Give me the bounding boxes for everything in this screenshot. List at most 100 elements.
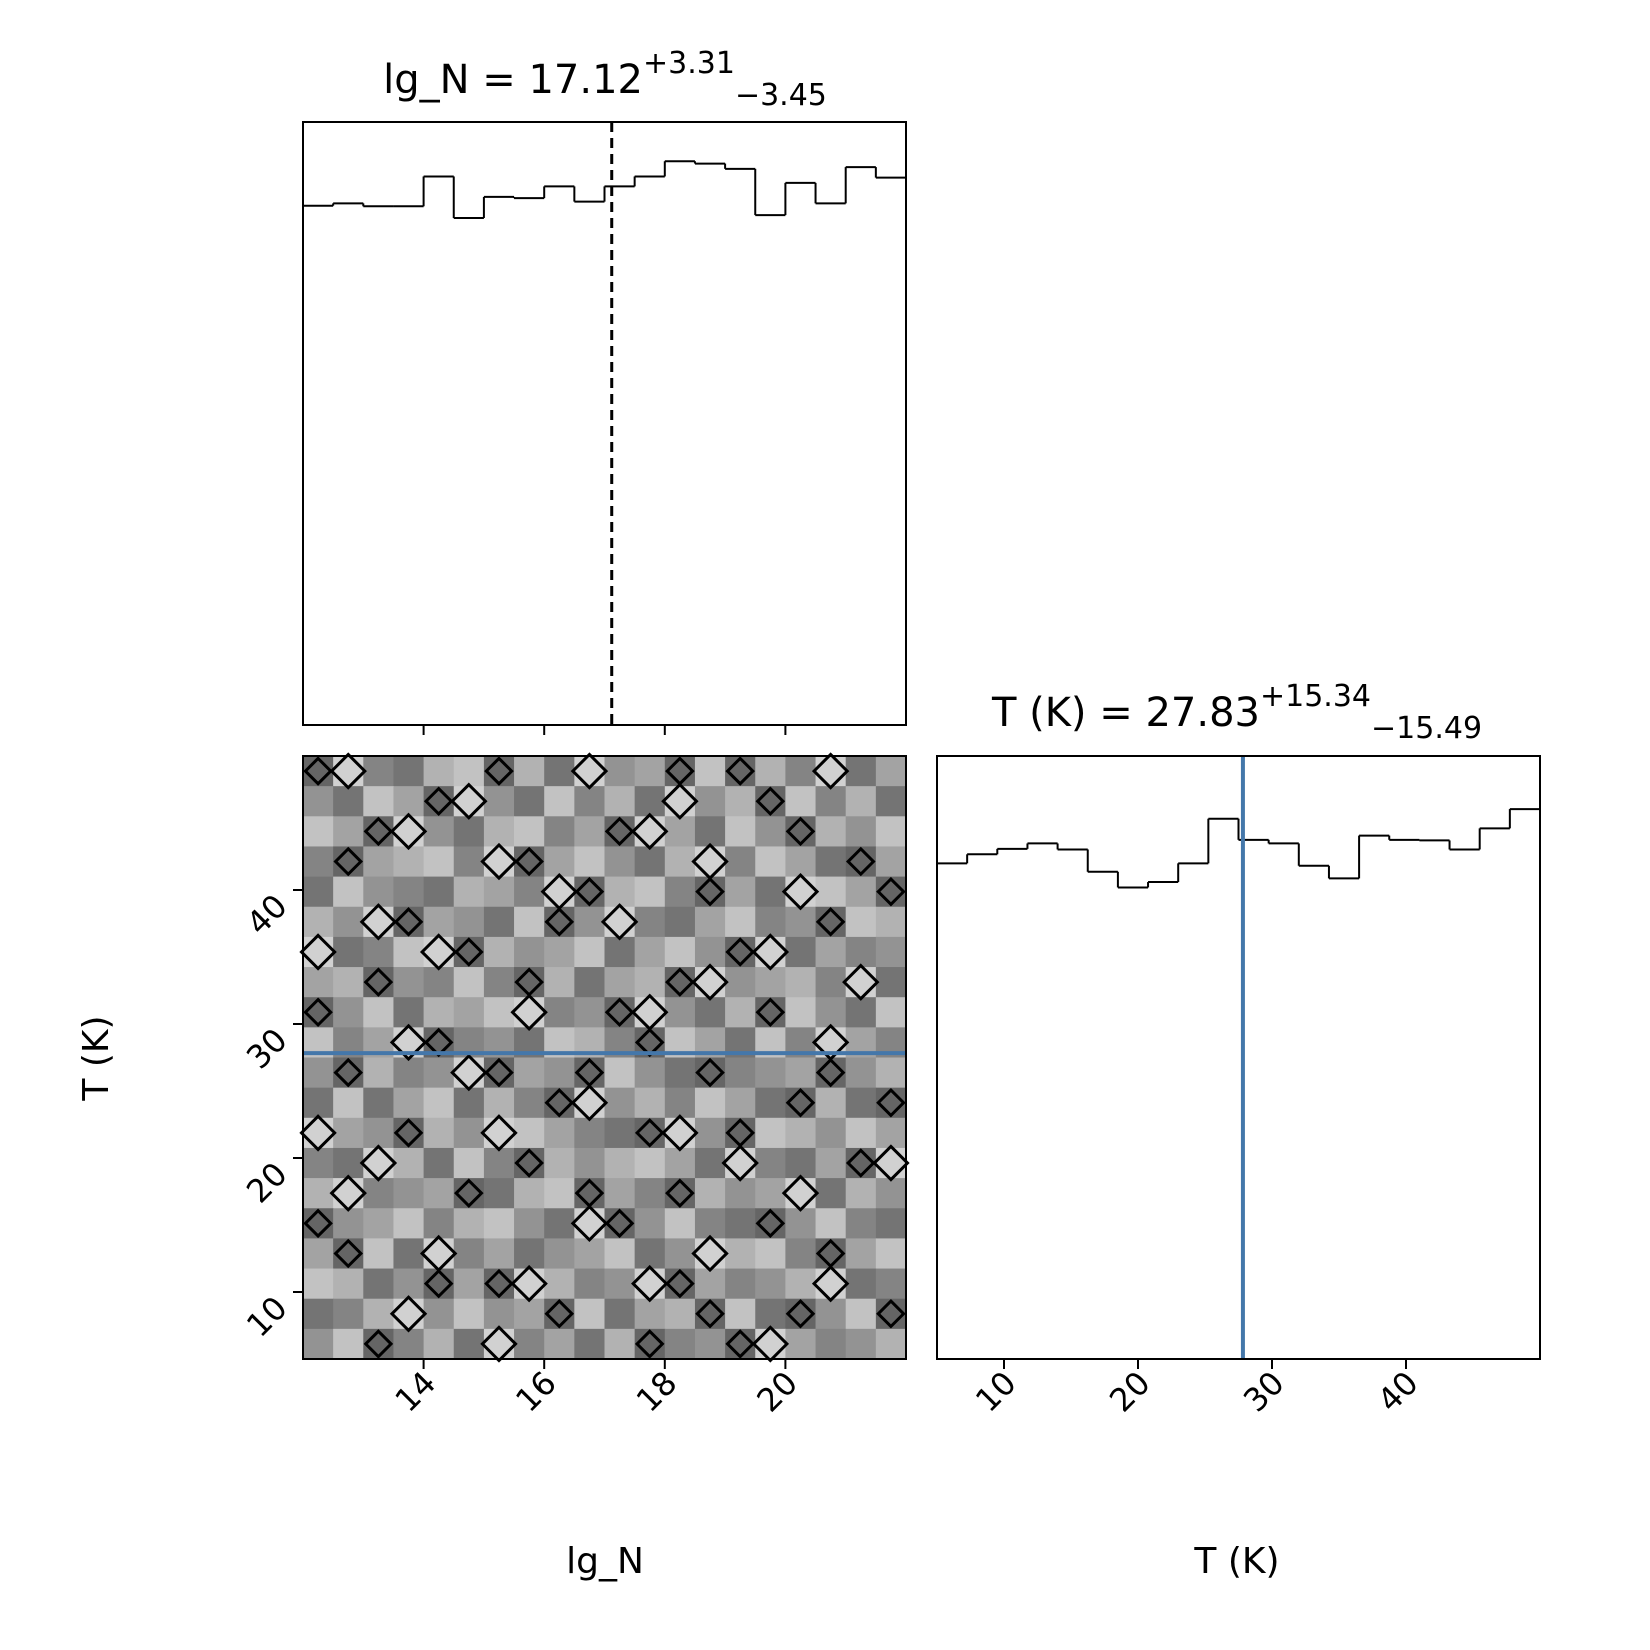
density-cell <box>333 1117 364 1149</box>
density-cell <box>544 1178 575 1209</box>
density-contour <box>570 1204 609 1243</box>
T-title-main: T (K) = 27.83 <box>991 690 1260 736</box>
density-cell <box>303 936 334 968</box>
joint-density-plot: 14 16 18 20 10 20 30 40 <box>239 752 910 1419</box>
density-contour <box>574 876 605 907</box>
density-cell <box>514 1268 545 1300</box>
density-cell <box>423 816 455 847</box>
density-cell <box>785 1208 817 1239</box>
density-cell <box>634 1208 666 1239</box>
density-cell <box>544 967 575 998</box>
density-cell <box>845 1238 877 1270</box>
density-cell <box>544 846 575 878</box>
density-cell <box>393 1087 425 1119</box>
density-cell <box>845 786 877 817</box>
density-cell <box>333 1087 364 1119</box>
density-contour <box>450 1053 488 1092</box>
density-cell <box>875 1178 907 1209</box>
density-cell <box>363 1298 394 1330</box>
density-cell <box>694 1238 726 1270</box>
density-cell <box>514 997 545 1028</box>
density-contour <box>363 967 394 997</box>
density-cell <box>423 1087 455 1119</box>
density-cell <box>514 756 545 787</box>
density-cell <box>483 936 515 968</box>
density-cell <box>664 876 696 908</box>
joint-ytick-label-2: 30 <box>239 1021 295 1077</box>
density-cell <box>453 756 485 787</box>
density-contour <box>695 876 725 907</box>
y-axis-label-T: T (K) <box>76 1015 117 1101</box>
density-cell <box>694 846 726 878</box>
density-contour <box>604 816 635 847</box>
density-contour <box>811 1264 850 1303</box>
density-cell <box>755 1087 786 1119</box>
density-contour <box>423 1027 454 1058</box>
density-cell <box>393 936 425 968</box>
density-cell <box>393 756 425 787</box>
density-contour <box>303 1208 333 1239</box>
density-contour <box>514 1148 544 1178</box>
density-cell <box>875 1268 907 1300</box>
density-cell <box>815 846 847 878</box>
density-cell <box>544 936 575 968</box>
density-cell <box>604 1268 636 1300</box>
density-cell <box>483 997 515 1028</box>
density-cell <box>363 1268 394 1300</box>
density-contour <box>454 1178 484 1208</box>
density-cell <box>875 1328 907 1360</box>
density-cell <box>303 1178 334 1209</box>
density-cell <box>755 816 786 847</box>
density-cell <box>845 1057 877 1089</box>
density-cell <box>303 1087 334 1119</box>
density-cell <box>514 1238 545 1270</box>
density-cell <box>303 906 334 938</box>
density-contour <box>785 1298 816 1329</box>
density-contour <box>363 816 394 847</box>
density-contour <box>514 846 544 877</box>
density-cell <box>483 1328 515 1360</box>
density-contour <box>423 786 454 817</box>
density-cell <box>333 1298 364 1330</box>
density-cell <box>483 786 515 817</box>
density-contour <box>423 1268 454 1299</box>
density-cell <box>423 756 455 787</box>
density-cell <box>845 1208 877 1239</box>
density-cell <box>664 1087 696 1119</box>
joint-ytick-label-3: 40 <box>239 887 295 943</box>
density-cell <box>604 756 636 787</box>
density-cell <box>574 967 605 998</box>
density-cell <box>333 1147 364 1179</box>
density-contour <box>661 1114 699 1152</box>
lgN-title-main: lg_N = 17.12 <box>383 57 643 103</box>
density-cells <box>303 756 907 1360</box>
density-cell <box>725 876 756 908</box>
density-cell <box>815 816 847 847</box>
density-cell <box>333 1268 364 1300</box>
density-cell <box>725 1238 756 1270</box>
density-cell <box>574 1268 605 1300</box>
density-cell <box>604 1057 636 1089</box>
density-cell <box>634 997 666 1028</box>
density-cell <box>574 1087 605 1119</box>
T-histogram-frame <box>936 755 1541 1360</box>
density-cell <box>574 997 605 1028</box>
density-cell <box>453 1238 485 1270</box>
density-cell <box>815 967 847 998</box>
density-cell <box>544 756 575 787</box>
density-cell <box>634 1147 666 1179</box>
density-cell <box>785 1238 817 1270</box>
density-cell <box>363 906 394 938</box>
density-cell <box>514 1298 545 1330</box>
density-cell <box>845 1117 877 1149</box>
density-contour <box>299 933 337 971</box>
density-cell <box>694 816 726 847</box>
density-contour <box>695 1298 725 1329</box>
density-cell <box>755 1268 786 1300</box>
density-cell <box>725 1087 756 1119</box>
density-cell <box>815 1328 847 1360</box>
density-cell <box>423 1057 455 1089</box>
density-cell <box>333 786 364 817</box>
density-cell <box>845 1268 877 1300</box>
density-cell <box>453 1087 485 1119</box>
